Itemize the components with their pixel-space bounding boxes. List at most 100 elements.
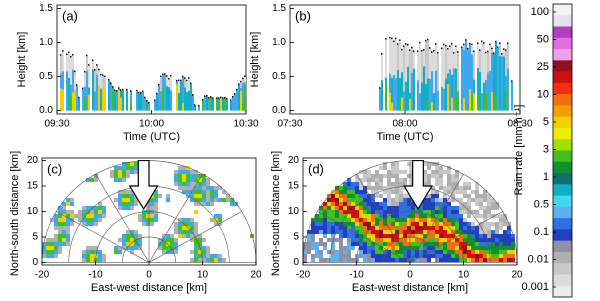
echo (54, 246, 58, 250)
echo (435, 206, 439, 210)
echo (447, 226, 451, 230)
echo (238, 84, 240, 111)
echo (166, 194, 170, 198)
echo (339, 234, 343, 238)
echo (431, 198, 435, 202)
echo (403, 46, 405, 111)
echo (471, 198, 475, 202)
cloud-top (230, 99, 232, 101)
echo (467, 254, 471, 258)
echo (202, 246, 206, 250)
echo (130, 242, 134, 246)
echo (88, 94, 90, 111)
echo (447, 84, 449, 111)
echo (118, 198, 122, 202)
echo (114, 90, 116, 111)
echo (50, 250, 54, 254)
echo (367, 198, 371, 202)
echo (351, 218, 355, 222)
cloud-top (162, 73, 164, 76)
echo (367, 254, 371, 258)
y-tick-label: 1.5 (272, 3, 286, 14)
x-tick-label: 10:30 (233, 119, 258, 130)
echo (451, 206, 455, 210)
echo (186, 178, 190, 182)
echo (202, 182, 206, 186)
y-tick-label: 10 (27, 206, 39, 217)
echo (403, 202, 407, 206)
echo (90, 254, 94, 258)
echo (379, 182, 383, 186)
echo (387, 198, 391, 202)
echo (503, 254, 507, 258)
echo (463, 246, 467, 250)
echo (427, 100, 429, 111)
echo (371, 202, 375, 206)
echo (367, 218, 371, 222)
echo (158, 238, 162, 242)
echo (471, 250, 475, 254)
echo (455, 88, 457, 111)
echo (363, 178, 367, 182)
echo (399, 206, 403, 210)
echo (182, 226, 186, 230)
echo (359, 182, 363, 186)
echo (435, 170, 439, 174)
cloud-top (122, 88, 124, 91)
echo (319, 254, 323, 258)
echo (122, 162, 126, 166)
echo (343, 194, 347, 198)
echo (76, 85, 78, 111)
echo (371, 222, 375, 226)
echo (439, 214, 443, 218)
echo (407, 210, 411, 214)
echo (339, 218, 343, 222)
echo (98, 85, 100, 111)
echo (483, 258, 487, 262)
cloud-top (222, 97, 224, 99)
echo (162, 246, 166, 250)
echo (459, 238, 463, 242)
echo (499, 238, 503, 242)
echo (359, 246, 363, 250)
echo (487, 250, 491, 254)
echo (178, 93, 180, 111)
echo (371, 186, 375, 190)
echo (439, 174, 443, 178)
echo (351, 246, 355, 250)
echo (323, 230, 327, 234)
echo (475, 258, 479, 262)
echo (423, 178, 427, 182)
echo (371, 214, 375, 218)
echo (363, 234, 367, 238)
echo (403, 246, 407, 250)
echo (204, 96, 206, 111)
echo (379, 202, 383, 206)
echo (146, 218, 150, 222)
echo (359, 222, 363, 226)
echo (487, 198, 491, 202)
echo (479, 194, 483, 198)
echo (70, 202, 74, 206)
cloud-top (70, 55, 72, 58)
echo (431, 206, 435, 210)
echo (156, 94, 158, 111)
echo (66, 222, 70, 226)
echo (475, 194, 479, 198)
echo (222, 98, 224, 111)
echo (194, 186, 198, 190)
colorbar-segment (553, 4, 572, 16)
echo (202, 190, 206, 194)
cloud-top (176, 79, 178, 82)
echo (94, 174, 98, 178)
echo (471, 190, 475, 194)
echo (86, 210, 90, 214)
echo (359, 250, 363, 254)
echo (90, 206, 94, 210)
echo (403, 222, 407, 226)
echo (198, 182, 202, 186)
echo (359, 194, 363, 198)
echo (411, 222, 415, 226)
echo (198, 174, 202, 178)
colorbar-segment (553, 263, 572, 275)
